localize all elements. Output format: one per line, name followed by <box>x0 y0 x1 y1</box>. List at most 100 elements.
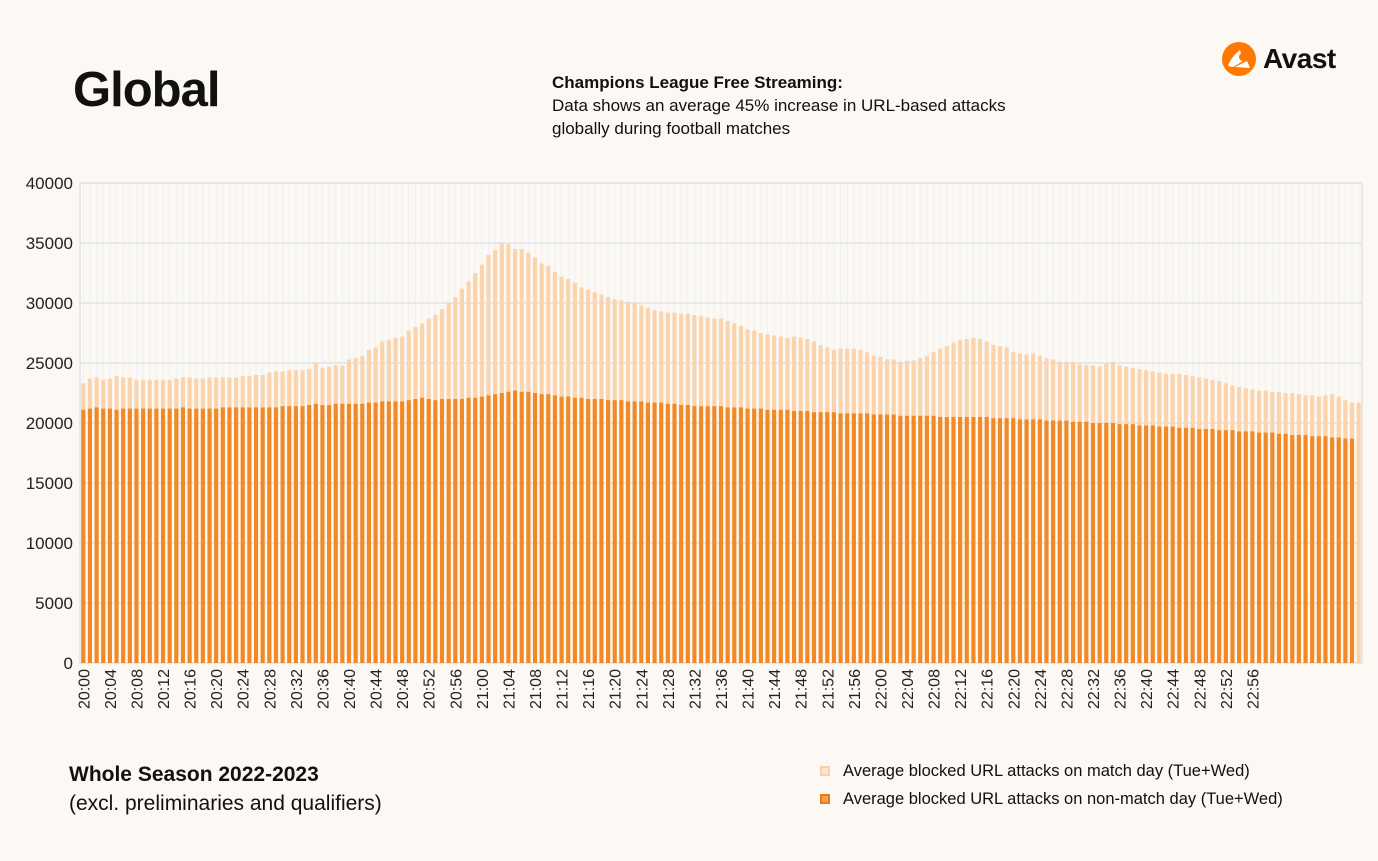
y-tick-label: 40000 <box>26 174 73 193</box>
bar-non-match-day <box>1057 420 1062 663</box>
bar-non-match-day <box>320 405 325 663</box>
bar-non-match-day <box>214 408 219 663</box>
bar-non-match-day <box>851 413 856 663</box>
x-tick-label: 20:40 <box>342 669 359 709</box>
legend-label-match-day: Average blocked URL attacks on match day… <box>843 762 1250 780</box>
bar-non-match-day <box>147 408 152 663</box>
bar-non-match-day <box>101 408 106 663</box>
bar-non-match-day <box>938 417 943 663</box>
bar-non-match-day <box>1270 432 1275 663</box>
bar-non-match-day <box>831 412 836 663</box>
bar-non-match-day <box>1303 435 1308 663</box>
x-tick-label: 20:00 <box>76 669 93 709</box>
bar-non-match-day <box>699 406 704 663</box>
y-tick-label: 15000 <box>26 474 73 493</box>
x-tick-label: 21:52 <box>820 669 837 709</box>
bar-non-match-day <box>493 394 498 663</box>
bar-non-match-day <box>1203 429 1208 663</box>
bar-non-match-day <box>1177 427 1182 663</box>
bar-non-match-day <box>287 406 292 663</box>
x-tick-label: 20:56 <box>448 669 465 709</box>
x-tick-label: 21:24 <box>634 669 651 709</box>
x-tick-label: 21:48 <box>794 669 811 709</box>
bar-non-match-day <box>160 408 166 663</box>
season-note: Whole Season 2022-2023 (excl. preliminar… <box>69 760 382 818</box>
x-tick-label: 20:24 <box>236 669 253 709</box>
bar-non-match-day <box>313 403 318 663</box>
bar-non-match-day <box>413 399 418 663</box>
bar-non-match-day <box>420 397 425 663</box>
bar-non-match-day <box>971 417 976 663</box>
bar-non-match-day <box>652 402 657 663</box>
bar-non-match-day <box>300 406 305 663</box>
x-tick-label: 22:04 <box>900 669 917 709</box>
bar-non-match-day <box>798 411 803 663</box>
bar-non-match-day <box>1044 420 1049 663</box>
x-tick-label: 22:32 <box>1086 669 1103 709</box>
x-tick-label: 22:00 <box>873 669 890 709</box>
bar-non-match-day <box>592 399 597 663</box>
y-tick-label: 5000 <box>35 594 73 613</box>
avast-logo-icon <box>1222 42 1256 76</box>
bar-non-match-day <box>466 397 471 663</box>
bar-non-match-day <box>772 409 777 663</box>
bar-non-match-day <box>207 408 212 663</box>
bar-non-match-day <box>977 417 983 663</box>
x-tick-label: 22:48 <box>1192 669 1209 709</box>
bar-non-match-day <box>858 413 863 663</box>
x-tick-label: 21:00 <box>475 669 492 709</box>
x-tick-label: 20:32 <box>289 669 306 709</box>
x-tick-label: 22:24 <box>1033 669 1050 709</box>
x-tick-label: 21:20 <box>608 669 625 709</box>
bar-non-match-day <box>1064 420 1069 663</box>
bar-non-match-day <box>273 407 279 663</box>
x-tick-label: 20:48 <box>395 669 412 709</box>
x-tick-label: 20:12 <box>156 669 173 709</box>
y-tick-label: 20000 <box>26 414 73 433</box>
x-tick-label: 22:16 <box>980 669 997 709</box>
bar-non-match-day <box>220 407 225 663</box>
bar-non-match-day <box>659 402 664 663</box>
bar-non-match-day <box>898 415 903 663</box>
bar-non-match-day <box>340 403 345 663</box>
bar-non-match-day <box>439 399 445 663</box>
bar-non-match-day <box>785 409 790 663</box>
bar-non-match-day <box>559 396 564 663</box>
bar-non-match-day <box>1090 423 1096 663</box>
bar-non-match-day <box>599 399 604 663</box>
bar-non-match-day <box>1250 431 1255 663</box>
bar-non-match-day <box>1256 432 1262 663</box>
bar-non-match-day <box>539 394 544 663</box>
bar-non-match-day <box>984 417 989 663</box>
x-tick-label: 20:20 <box>209 669 226 709</box>
bar-non-match-day <box>871 414 876 663</box>
subtitle-heading: Champions League Free Streaming: <box>552 73 843 92</box>
x-tick-label: 22:36 <box>1113 669 1130 709</box>
bar-non-match-day <box>1343 438 1348 663</box>
bar-non-match-day <box>114 409 119 663</box>
bar-non-match-day <box>825 412 830 663</box>
bar-non-match-day <box>1330 437 1335 663</box>
bar-non-match-day <box>366 402 372 663</box>
bar-non-match-day <box>1237 431 1242 663</box>
bar-non-match-day <box>1024 419 1029 663</box>
bar-non-match-day <box>885 414 890 663</box>
x-tick-label: 20:28 <box>262 669 279 709</box>
bar-non-match-day <box>878 414 883 663</box>
bar-non-match-day <box>194 408 199 663</box>
bar-non-match-day <box>499 393 504 663</box>
chart-subtitle: Champions League Free Streaming: Data sh… <box>552 71 1112 140</box>
bar-non-match-day <box>944 417 949 663</box>
bar-non-match-day <box>1037 419 1042 663</box>
bar-non-match-day <box>506 391 511 663</box>
bar-non-match-day <box>951 417 956 663</box>
bar-non-match-day <box>453 399 458 663</box>
bar-non-match-day <box>904 415 910 663</box>
bar-non-match-day <box>1263 432 1268 663</box>
y-tick-label: 30000 <box>26 294 73 313</box>
x-tick-label: 21:44 <box>767 669 784 709</box>
bar-non-match-day <box>327 405 332 663</box>
bar-non-match-day <box>1210 429 1215 663</box>
bar-non-match-day <box>141 408 146 663</box>
bar-non-match-day <box>665 403 670 663</box>
